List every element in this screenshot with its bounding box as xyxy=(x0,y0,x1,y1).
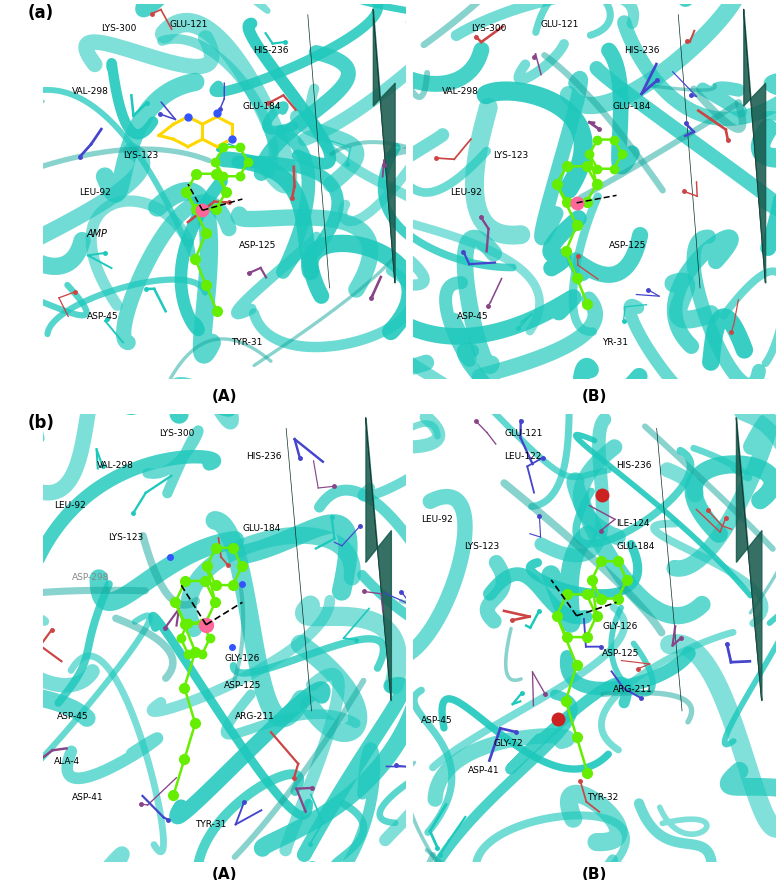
Text: GLY-126: GLY-126 xyxy=(225,654,260,663)
Text: (B): (B) xyxy=(582,867,608,880)
Text: GLU-121: GLU-121 xyxy=(170,20,208,29)
Text: ASP-125: ASP-125 xyxy=(225,680,261,690)
Text: LYS-300: LYS-300 xyxy=(159,429,194,438)
Text: HIS-236: HIS-236 xyxy=(624,46,659,55)
Text: LEU-92: LEU-92 xyxy=(420,515,452,524)
Text: ASP-125: ASP-125 xyxy=(602,649,640,658)
Text: ARG-211: ARG-211 xyxy=(613,685,653,694)
Text: HIS-236: HIS-236 xyxy=(616,461,652,470)
Text: LEU-122: LEU-122 xyxy=(504,451,541,461)
Text: AMP: AMP xyxy=(87,229,108,238)
Text: LYS-300: LYS-300 xyxy=(471,24,507,33)
Text: ASP-125: ASP-125 xyxy=(609,241,647,250)
Text: ASP-45: ASP-45 xyxy=(87,312,118,321)
Text: GLU-121: GLU-121 xyxy=(541,20,579,29)
Text: GLU-121: GLU-121 xyxy=(504,429,542,438)
Text: VAL-298: VAL-298 xyxy=(98,461,134,470)
Text: ILE-124: ILE-124 xyxy=(616,519,650,528)
Text: ASP-45: ASP-45 xyxy=(58,712,89,721)
Text: LYS-123: LYS-123 xyxy=(108,532,144,541)
Text: (A): (A) xyxy=(211,867,237,880)
Text: LYS-123: LYS-123 xyxy=(464,541,499,551)
Text: LEU-92: LEU-92 xyxy=(449,188,481,197)
Text: GLU-184: GLU-184 xyxy=(613,102,651,111)
Text: LEU-92: LEU-92 xyxy=(80,188,111,197)
Text: LYS-123: LYS-123 xyxy=(122,150,158,160)
Text: TYR-31: TYR-31 xyxy=(195,819,227,829)
Text: TYR-32: TYR-32 xyxy=(587,793,619,802)
Text: (b): (b) xyxy=(27,414,54,432)
Text: GLY-72: GLY-72 xyxy=(493,739,523,748)
Text: (a): (a) xyxy=(27,4,53,22)
Text: ASP-41: ASP-41 xyxy=(468,766,499,774)
Text: ARG-211: ARG-211 xyxy=(235,712,275,721)
Text: ASP-298: ASP-298 xyxy=(72,573,109,582)
Text: ASP-41: ASP-41 xyxy=(72,793,104,802)
Text: HIS-236: HIS-236 xyxy=(246,451,282,461)
Text: GLU-184: GLU-184 xyxy=(243,524,281,532)
Text: TYR-31: TYR-31 xyxy=(232,338,263,347)
Text: GLU-184: GLU-184 xyxy=(616,541,655,551)
Text: GLY-126: GLY-126 xyxy=(602,622,637,631)
Text: (B): (B) xyxy=(582,389,608,404)
Text: LYS-123: LYS-123 xyxy=(493,150,528,160)
Text: ASP-125: ASP-125 xyxy=(239,241,276,250)
Text: HIS-236: HIS-236 xyxy=(254,46,289,55)
Text: ALA-4: ALA-4 xyxy=(54,757,80,766)
Text: YR-31: YR-31 xyxy=(602,338,628,347)
Text: VAL-298: VAL-298 xyxy=(72,87,108,96)
Text: LYS-300: LYS-300 xyxy=(101,24,136,33)
Text: LEU-92: LEU-92 xyxy=(54,501,86,510)
Text: VAL-298: VAL-298 xyxy=(442,87,479,96)
Text: GLU-184: GLU-184 xyxy=(243,102,281,111)
Text: ASP-45: ASP-45 xyxy=(420,716,452,725)
Text: ASP-45: ASP-45 xyxy=(457,312,488,321)
Text: (A): (A) xyxy=(211,389,237,404)
